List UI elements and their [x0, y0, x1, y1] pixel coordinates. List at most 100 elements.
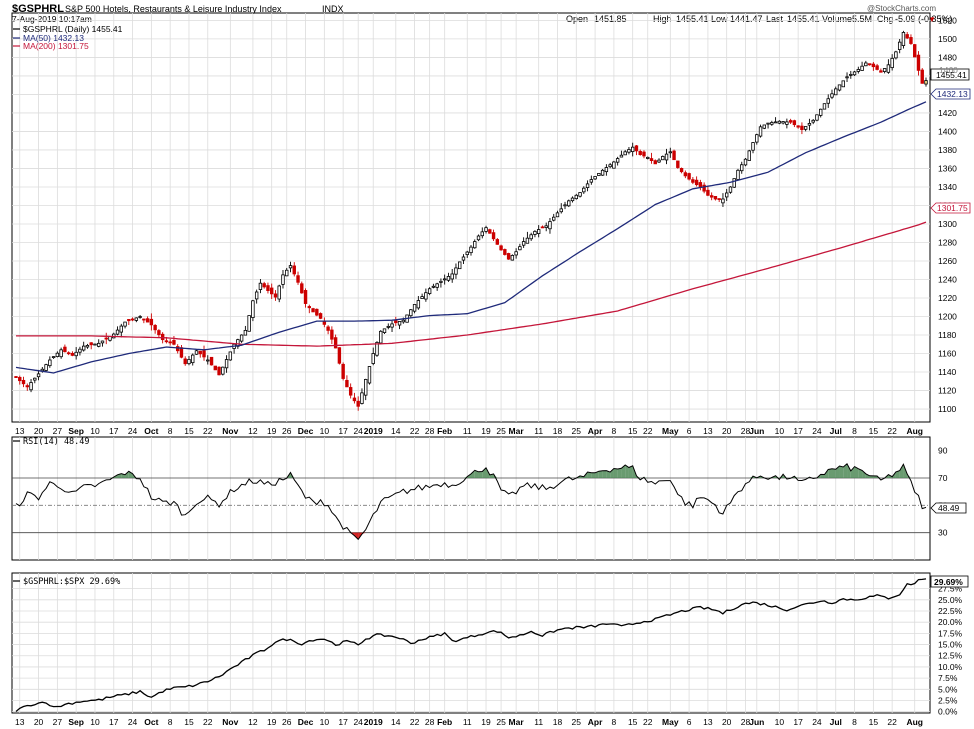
candle — [916, 54, 921, 71]
x-tick-label: 10 — [775, 426, 785, 436]
candle — [559, 208, 563, 213]
x-axis-labels-price: 13 20 27 Sep 10 17 24 Oct 8 15 22 Nov 12 19 26 Dec 10 17 2… — [15, 426, 923, 436]
candle — [875, 65, 879, 70]
candle — [725, 192, 729, 198]
candle — [755, 134, 759, 143]
candle — [239, 334, 244, 342]
candle — [901, 32, 906, 46]
x-tick-label: Apr — [588, 717, 603, 727]
candle — [318, 313, 323, 319]
x-tick-label: Nov — [222, 717, 238, 727]
candle — [213, 365, 217, 371]
candle — [890, 57, 894, 69]
candle — [191, 354, 195, 364]
candle — [897, 41, 902, 50]
x-tick-label: 27 — [53, 717, 63, 727]
candle — [390, 323, 394, 328]
candle — [206, 359, 210, 362]
candle — [352, 397, 357, 402]
candle — [44, 364, 48, 371]
candle — [394, 320, 398, 324]
candle — [593, 176, 597, 180]
ma200-line — [16, 221, 927, 347]
candle — [860, 65, 864, 71]
candle — [668, 151, 672, 154]
x-tick-label: 11 — [463, 717, 472, 727]
candle — [85, 345, 90, 348]
tag-relative: 29.69% — [934, 577, 963, 587]
x-tick-label: 10 — [775, 717, 785, 727]
candle — [51, 356, 56, 359]
candle — [476, 235, 481, 241]
candle — [33, 377, 37, 381]
candle — [841, 80, 845, 88]
candle — [63, 346, 67, 353]
candle — [183, 358, 187, 365]
candle — [574, 194, 578, 200]
x-tick-label: 6 — [687, 717, 692, 727]
candle — [491, 232, 496, 240]
candle — [153, 324, 157, 331]
x-tick-label: 19 — [267, 717, 277, 727]
price-tick-label: 1420 — [938, 108, 957, 118]
rel-frame — [11, 572, 931, 714]
candle — [333, 337, 338, 349]
x-tick-label: 14 — [391, 717, 401, 727]
x-tick-label: 10 — [320, 426, 330, 436]
x-tick-label: 24 — [128, 426, 138, 436]
relative-y-axis: 0.0% 2.5%5.0%7.5%10.0%12.5%15.0% 17.5%20.0… — [938, 584, 963, 717]
candle — [864, 62, 868, 67]
candle — [732, 178, 736, 188]
relative-tick-label: 17.5% — [938, 628, 963, 638]
candle — [127, 319, 131, 322]
candle — [420, 296, 424, 299]
candle — [348, 387, 353, 396]
x-tick-label: 12 — [248, 717, 258, 727]
candle — [412, 304, 417, 312]
candle — [439, 280, 443, 283]
candle — [89, 342, 93, 346]
last-value: 1455.41 — [787, 14, 820, 24]
candle — [450, 273, 454, 280]
candle — [792, 120, 797, 126]
candle — [356, 400, 360, 407]
relative-tick-label: 12.5% — [938, 651, 963, 661]
candle — [266, 285, 270, 292]
x-tick-label: 22 — [643, 717, 653, 727]
chg-value: -5.09 (-0.35%) — [895, 14, 953, 24]
candle — [615, 158, 620, 163]
relative-tick-label: 20.0% — [938, 617, 963, 627]
candle — [258, 282, 263, 290]
x-tick-label: 13 — [15, 426, 25, 436]
candle — [375, 342, 379, 356]
relative-strength-line — [15, 578, 927, 712]
candle — [634, 145, 639, 152]
x-tick-label: 8 — [612, 717, 617, 727]
candle — [386, 325, 390, 328]
x-tick-label: 22 — [410, 717, 420, 727]
candle — [781, 121, 785, 124]
rsi-y-axis: 30507090 — [938, 446, 948, 538]
candle — [578, 192, 582, 197]
x-tick-label: Sep — [68, 717, 84, 727]
rsi-tick-label: 70 — [938, 473, 948, 483]
candle — [315, 308, 319, 316]
price-frame — [11, 12, 931, 423]
candle — [145, 318, 150, 323]
relative-tick-label: 7.5% — [938, 673, 958, 683]
x-tick-label: 2019 — [364, 717, 383, 727]
candle — [721, 198, 725, 204]
candle — [480, 231, 484, 237]
candle — [465, 251, 469, 256]
price-tick-label: 1500 — [938, 34, 957, 44]
x-tick-label: 17 — [109, 426, 119, 436]
candle — [536, 229, 541, 234]
candle — [473, 241, 477, 249]
candle — [209, 356, 214, 366]
rsi-tick-label: 30 — [938, 528, 948, 538]
candle — [747, 150, 751, 161]
x-tick-label: 24 — [128, 717, 138, 727]
candle — [664, 153, 669, 161]
candle — [29, 382, 33, 391]
x-tick-label: Jul — [830, 717, 842, 727]
